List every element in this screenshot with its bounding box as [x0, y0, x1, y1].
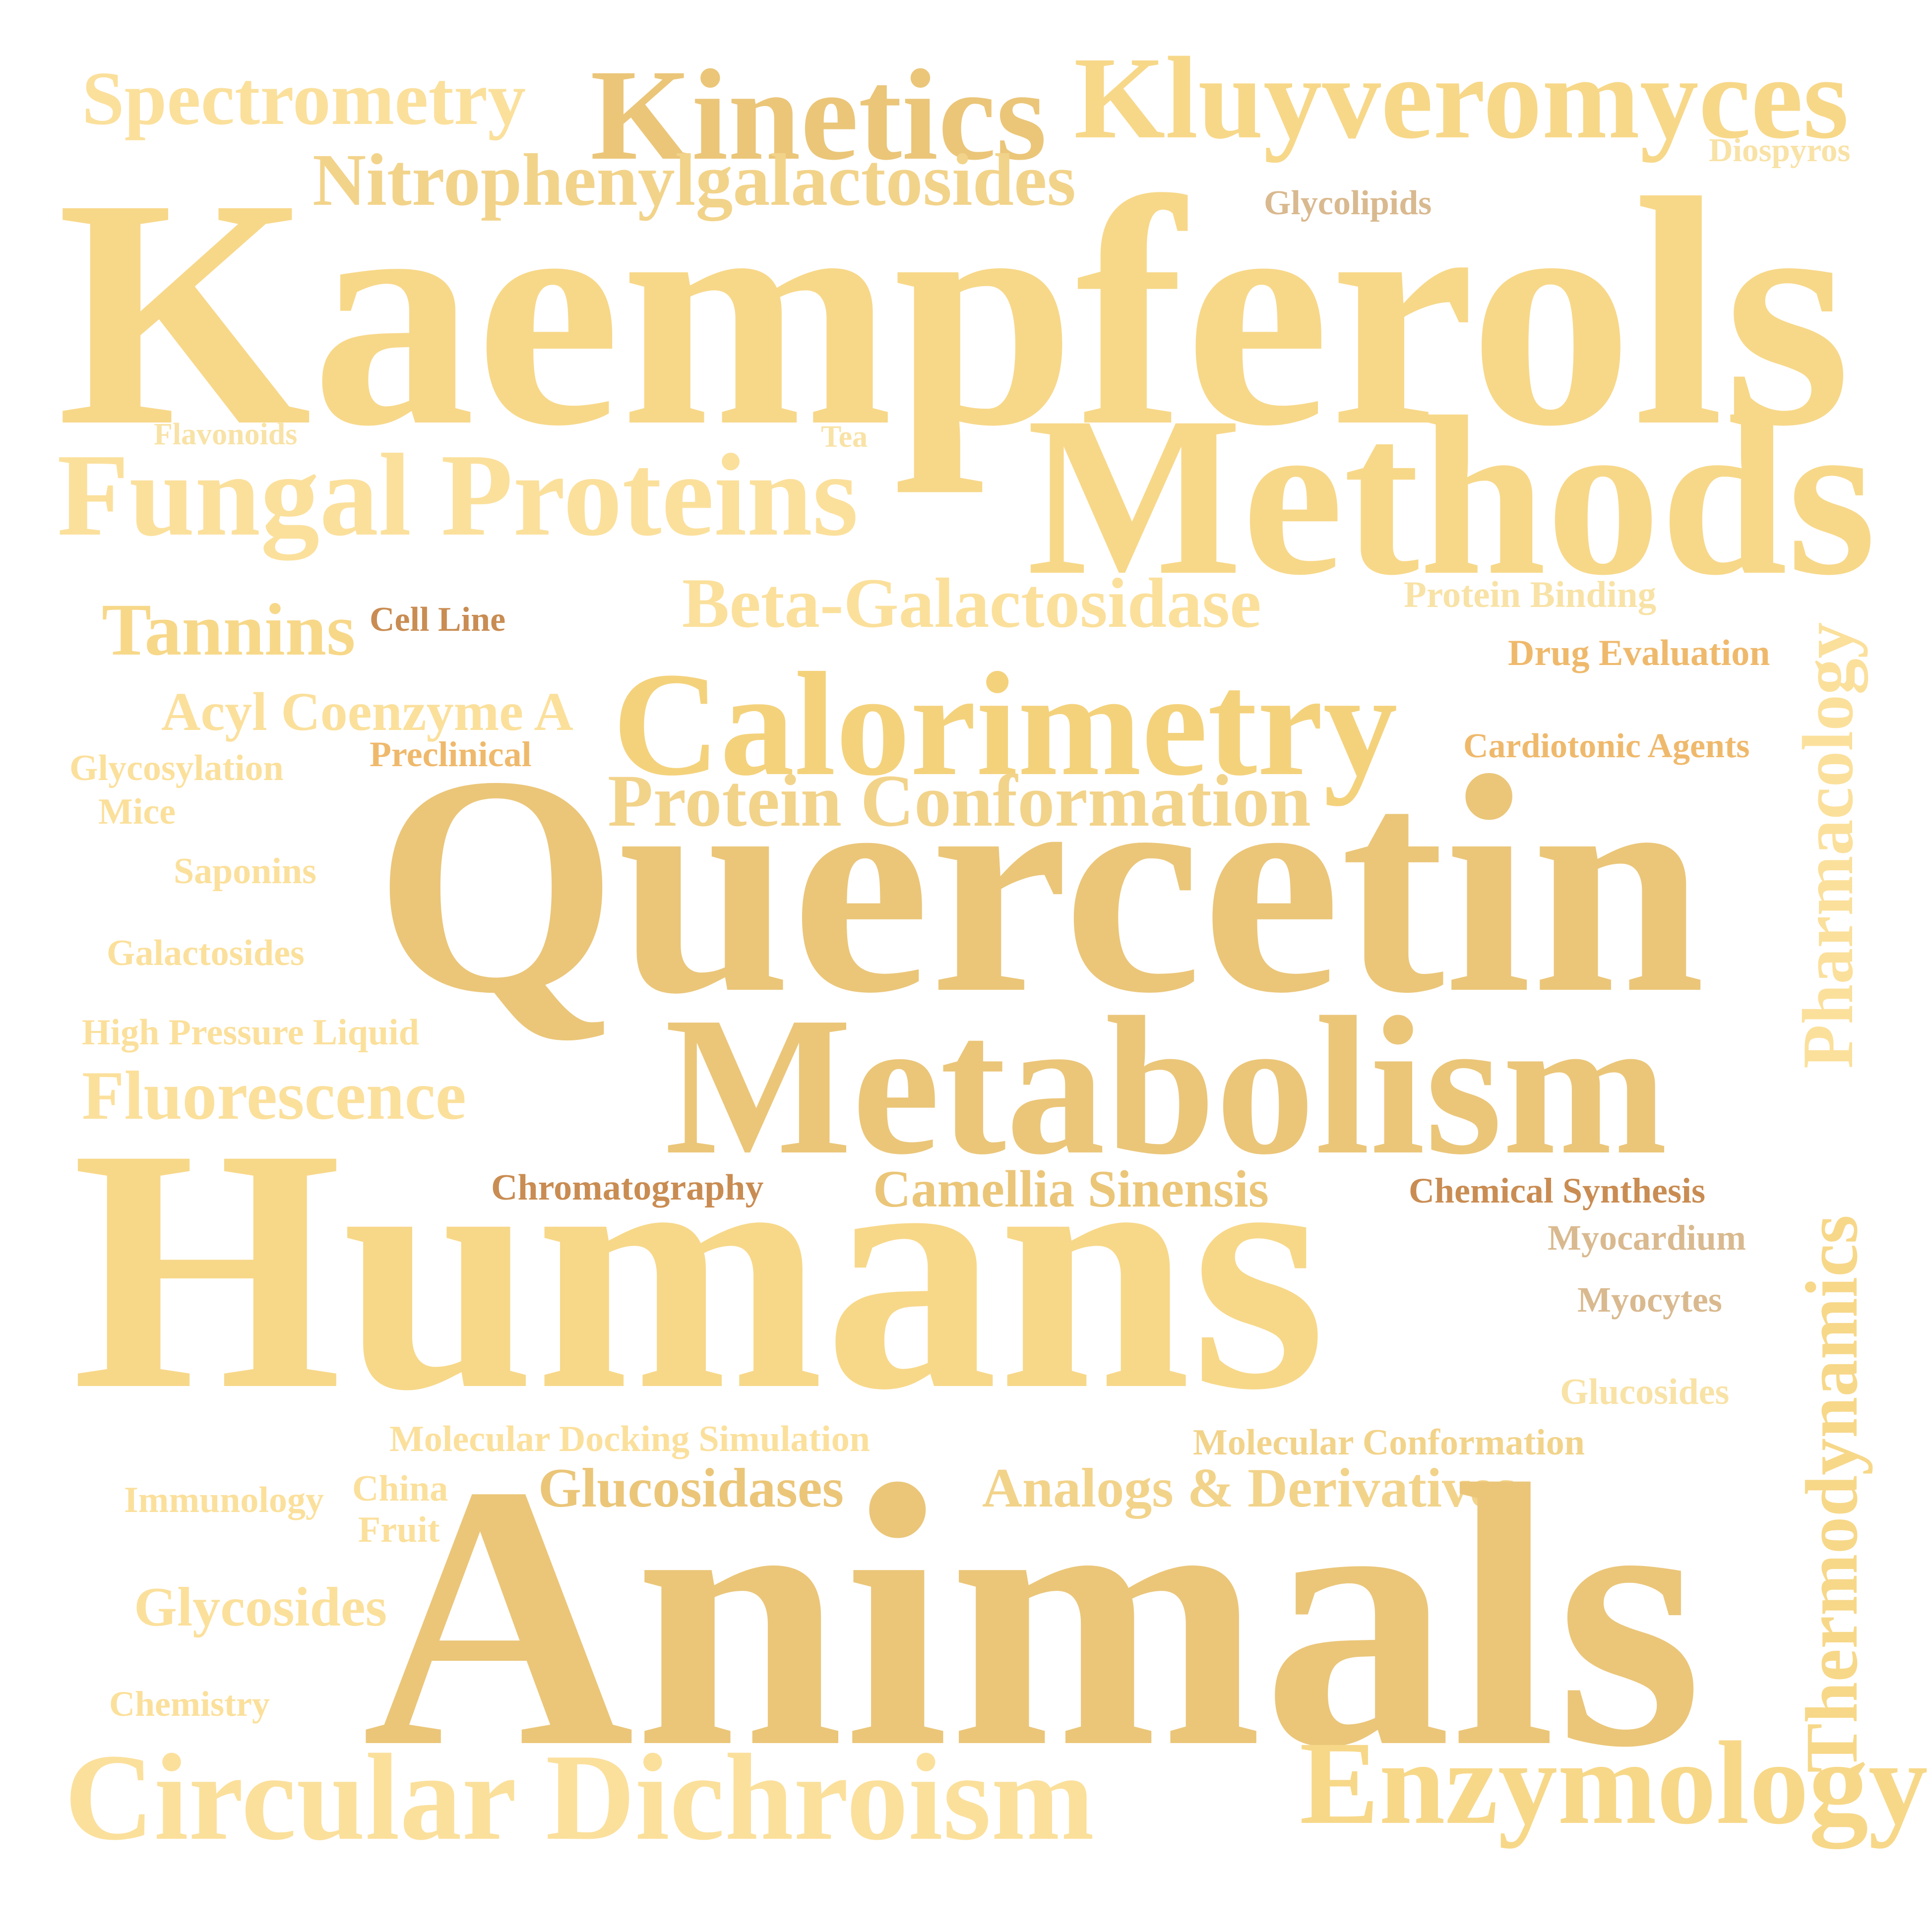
word-pharmacology: Pharmacology — [1788, 622, 1868, 1069]
word-humans: Humans — [72, 1077, 1326, 1461]
word-cardiotonic-agents: Cardiotonic Agents — [1463, 727, 1750, 765]
word-chromatography: Chromatography — [491, 1167, 764, 1208]
word-immunology: Immunology — [124, 1480, 324, 1520]
word-calorimetry: Calorimetry — [613, 642, 1398, 806]
word-kaempferols: Kaempferols — [57, 131, 1852, 493]
word-china: China — [352, 1468, 448, 1509]
word-nitrophenylgalactosides: Nitrophenylgalactosides — [312, 139, 1076, 221]
word-thermodynamics: Thermodynamics — [1791, 1215, 1873, 1773]
word-methods: Methods — [1027, 369, 1876, 622]
word-glucosidases: Glucosidases — [538, 1457, 844, 1519]
word-drug-evaluation: Drug Evaluation — [1508, 633, 1770, 673]
word-molecular-docking-simulation: Molecular Docking Simulation — [389, 1419, 870, 1459]
word-kluyveromyces: Kluyveromyces — [1074, 33, 1849, 163]
word-diospyros: Diospyros — [1709, 132, 1851, 169]
word-metabolism: Metabolism — [665, 976, 1668, 1196]
word-chemistry: Chemistry — [109, 1684, 270, 1724]
word-protein-conformation: Protein Conformation — [608, 760, 1311, 842]
word-galactosides: Galactosides — [107, 933, 305, 973]
word-molecular-conformation: Molecular Conformation — [1193, 1422, 1585, 1463]
word-fruit: Fruit — [358, 1509, 440, 1550]
word-beta-galactosidase: Beta-Galactosidase — [682, 564, 1261, 642]
word-cell-line: Cell Line — [370, 601, 506, 639]
word-myocytes: Myocytes — [1577, 1280, 1722, 1320]
word-quercetin: Quercetin — [374, 712, 1705, 1058]
word-glycosylation: Glycosylation — [69, 748, 284, 788]
word-camellia-sinensis: Camellia Sinensis — [873, 1160, 1269, 1218]
word-animals: Animals — [362, 1408, 1703, 1825]
word-saponins: Saponins — [174, 851, 316, 892]
word-kinetics: Kinetics — [590, 43, 1047, 187]
word-glucosides: Glucosides — [1560, 1372, 1730, 1412]
word-fluorescence: Fluorescence — [82, 1057, 466, 1134]
word-spectrometry: Spectrometry — [82, 57, 526, 141]
word-acyl-coenzyme-a: Acyl Coenzyme A — [161, 681, 573, 742]
word-circular-dichroism: Circular Dichroism — [64, 1729, 1095, 1866]
word-analogs-derivatives: Analogs & Derivatives — [982, 1457, 1516, 1519]
word-glycolipids: Glycolipids — [1264, 184, 1432, 222]
word-fungal-proteins: Fungal Proteins — [57, 430, 859, 560]
word-high-pressure-liquid: High Pressure Liquid — [82, 1012, 419, 1053]
word-myocardium: Myocardium — [1548, 1218, 1746, 1258]
word-tannins: Tannins — [102, 589, 356, 671]
word-mice: Mice — [98, 791, 176, 832]
word-tea: Tea — [821, 420, 868, 454]
word-flavonoids: Flavonoids — [154, 418, 298, 451]
word-protein-binding: Protein Binding — [1404, 574, 1657, 615]
word-enzymology: Enzymology — [1300, 1717, 1928, 1849]
word-preclinical: Preclinical — [370, 734, 532, 774]
word-chemical-synthesis: Chemical Synthesis — [1409, 1171, 1706, 1210]
word-glycosides: Glycosides — [134, 1576, 387, 1638]
